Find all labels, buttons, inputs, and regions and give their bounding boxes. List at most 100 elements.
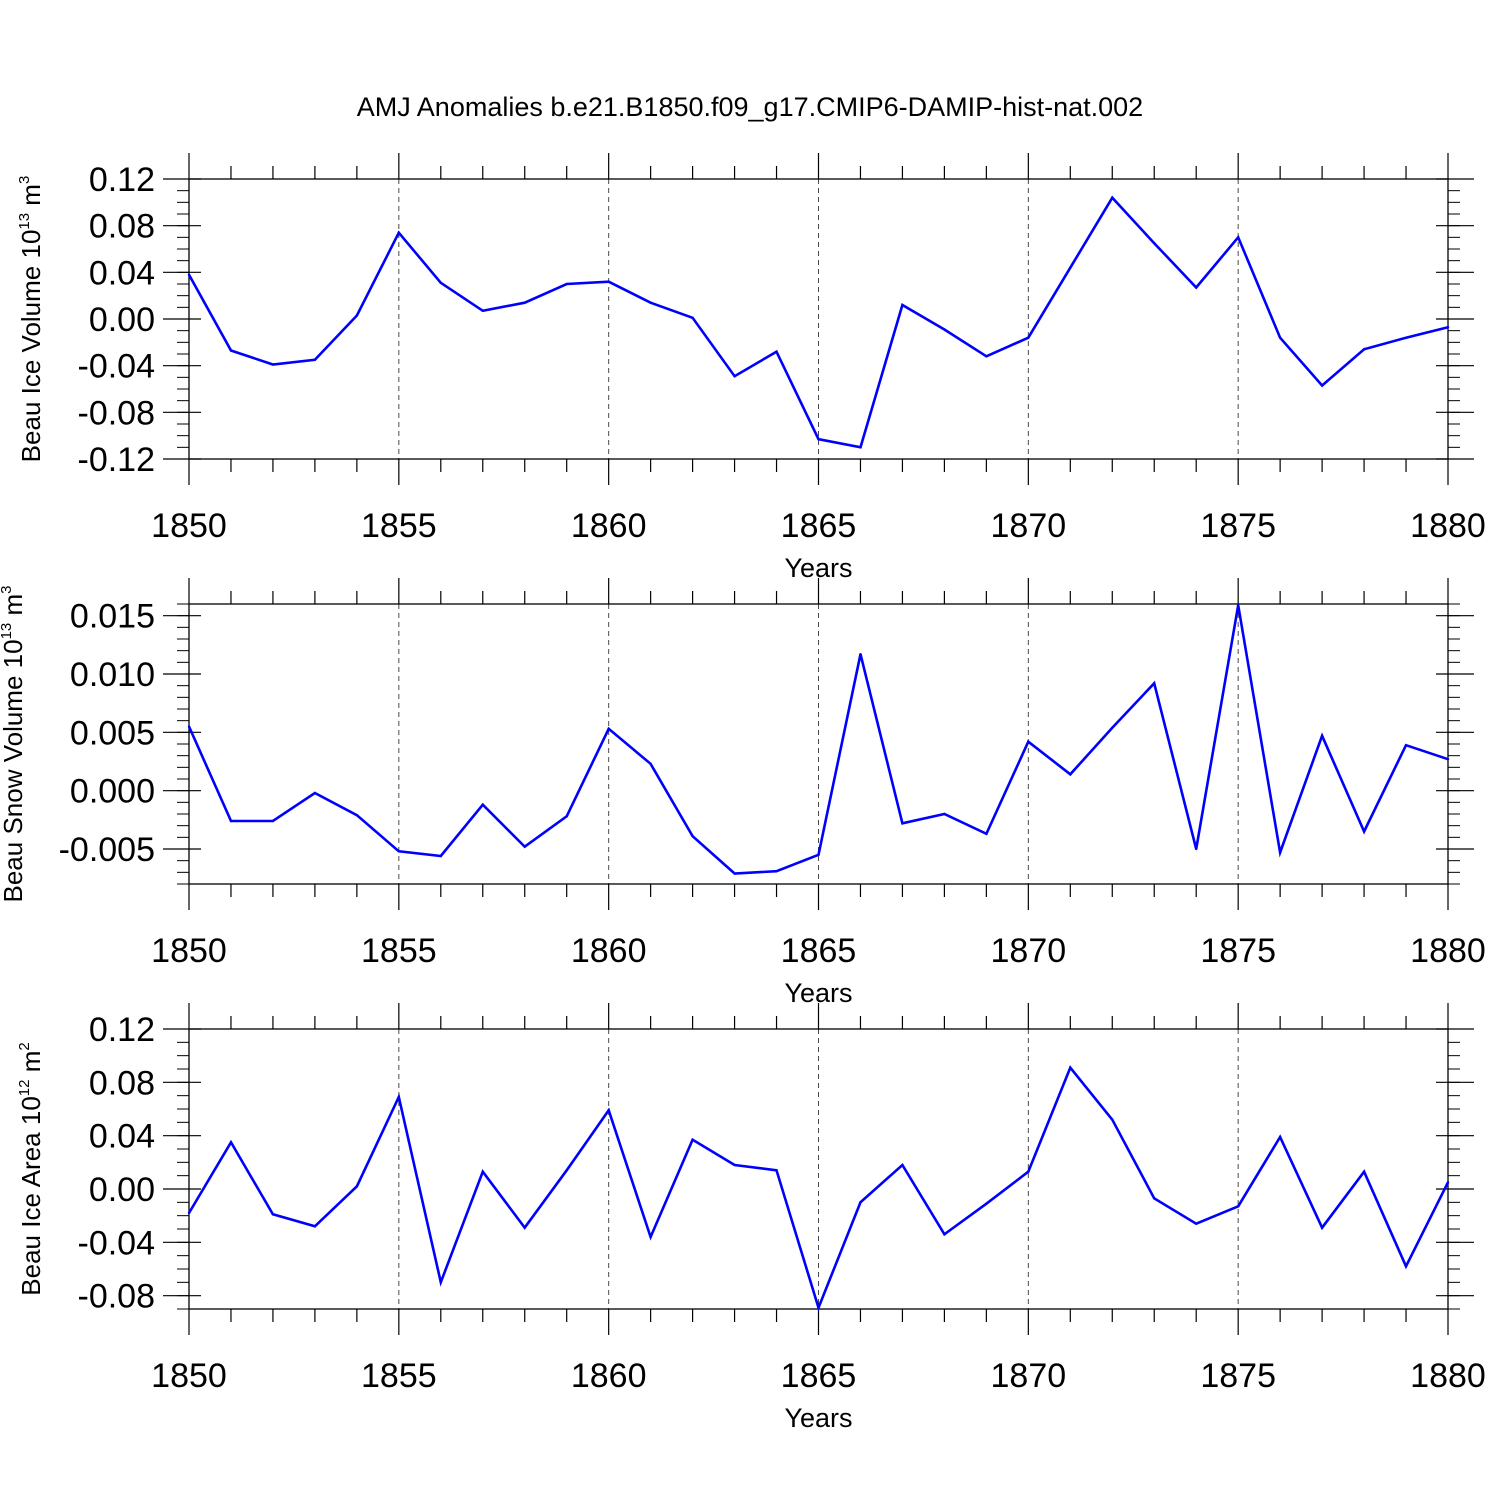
data-point xyxy=(1236,1205,1240,1208)
data-point xyxy=(355,1185,359,1188)
data-point xyxy=(313,1225,317,1228)
chart-title: AMJ Anomalies b.e21.B1850.f09_g17.CMIP6-… xyxy=(357,92,1143,122)
data-point xyxy=(691,834,694,838)
data-point xyxy=(607,1109,610,1112)
y-tick-label: 0.005 xyxy=(70,714,155,752)
x-tick-label: 1865 xyxy=(781,1357,857,1395)
data-point xyxy=(1362,830,1366,833)
data-point xyxy=(859,446,862,449)
data-point xyxy=(481,1170,484,1173)
data-point xyxy=(1362,348,1366,351)
data-point xyxy=(355,314,359,317)
y-tick-label: 0.015 xyxy=(70,598,155,636)
data-point xyxy=(187,1211,191,1215)
y-tick-label: 0.000 xyxy=(70,773,155,811)
data-point xyxy=(1111,1118,1114,1121)
y-tick-label: 0.00 xyxy=(89,1171,155,1209)
data-point xyxy=(817,437,820,441)
data-point xyxy=(1153,1197,1156,1200)
data-point xyxy=(1069,773,1072,776)
data-point xyxy=(691,316,694,320)
data-point xyxy=(1069,1066,1072,1069)
data-point xyxy=(523,845,526,848)
data-point xyxy=(901,303,904,307)
data-point xyxy=(229,1141,233,1144)
data-point xyxy=(817,1306,820,1309)
y-axis-title: Beau Ice Volume 1013 m3 xyxy=(16,176,46,463)
plot-frame xyxy=(188,178,1449,460)
data-point xyxy=(901,822,904,825)
data-point xyxy=(691,1138,694,1141)
data-point xyxy=(943,328,946,331)
data-point xyxy=(397,231,401,234)
data-point xyxy=(187,725,191,728)
x-tick-label: 1855 xyxy=(361,507,437,545)
y-tick-label: -0.005 xyxy=(59,831,155,869)
y-tick-label: 0.00 xyxy=(89,301,155,339)
data-point xyxy=(1027,1170,1030,1173)
plot-frame xyxy=(188,603,1449,885)
x-axis-title: Years xyxy=(784,1403,852,1433)
x-tick-label: 1850 xyxy=(151,1357,227,1395)
data-point xyxy=(1195,1222,1198,1225)
x-tick-label: 1860 xyxy=(571,932,647,970)
data-point xyxy=(775,1169,778,1172)
data-point xyxy=(313,791,317,795)
data-point xyxy=(229,349,233,352)
data-point xyxy=(1446,325,1450,329)
data-point xyxy=(775,350,778,353)
data-point xyxy=(1320,734,1324,738)
data-point xyxy=(565,1169,568,1172)
y-tick-label: -0.08 xyxy=(78,394,156,432)
data-point xyxy=(523,301,526,304)
x-tick-label: 1870 xyxy=(991,932,1067,970)
chart-panel-3: 1850 1855 1860 1865 1870 1875 1880 Years 0.12 0.0… xyxy=(16,1003,1486,1433)
data-point xyxy=(607,727,610,731)
data-point xyxy=(439,854,442,858)
data-point xyxy=(1404,336,1408,339)
data-point xyxy=(1153,682,1156,685)
data-point xyxy=(397,1095,401,1099)
data-point xyxy=(943,1233,946,1236)
data-point xyxy=(649,762,652,766)
data-point xyxy=(1278,1135,1282,1139)
x-tick-label: 1860 xyxy=(571,507,647,545)
data-point xyxy=(733,872,736,875)
y-tick-label: -0.12 xyxy=(78,441,156,479)
data-point xyxy=(607,280,610,283)
x-tick-label: 1870 xyxy=(991,1357,1067,1395)
x-tick-label: 1855 xyxy=(361,932,437,970)
y-tick-label: -0.04 xyxy=(78,1224,156,1262)
x-tick-label: 1850 xyxy=(151,507,227,545)
data-point xyxy=(1404,1265,1408,1268)
data-point xyxy=(649,1235,652,1239)
data-point xyxy=(1362,1170,1366,1173)
data-point xyxy=(1320,1226,1324,1229)
data-point xyxy=(397,850,401,853)
data-point xyxy=(1153,241,1156,245)
data-point xyxy=(775,869,778,873)
y-axis-title: Beau Ice Area 1012 m2 xyxy=(16,1042,46,1295)
x-tick-label: 1880 xyxy=(1410,507,1486,545)
data-point xyxy=(649,301,652,304)
x-tick-label: 1865 xyxy=(781,507,857,545)
x-tick-label: 1860 xyxy=(571,1357,647,1395)
y-tick-label: 0.12 xyxy=(89,161,155,199)
data-point xyxy=(271,363,275,366)
data-point xyxy=(271,1213,275,1216)
data-point xyxy=(1446,757,1450,761)
data-point xyxy=(1404,743,1408,747)
data-point xyxy=(1027,336,1030,339)
data-point xyxy=(565,282,568,286)
data-point xyxy=(1236,603,1240,607)
data-point xyxy=(985,355,988,358)
data-point xyxy=(439,1281,442,1284)
data-point xyxy=(439,281,442,285)
x-tick-label: 1875 xyxy=(1200,932,1276,970)
chart-panel-1: 1850 1855 1860 1865 1870 1875 1880Years0.120.0… xyxy=(16,153,1486,583)
x-tick-label: 1865 xyxy=(781,932,857,970)
y-tick-label: 0.04 xyxy=(89,1118,155,1156)
data-point xyxy=(985,832,988,836)
data-point xyxy=(1236,236,1240,239)
